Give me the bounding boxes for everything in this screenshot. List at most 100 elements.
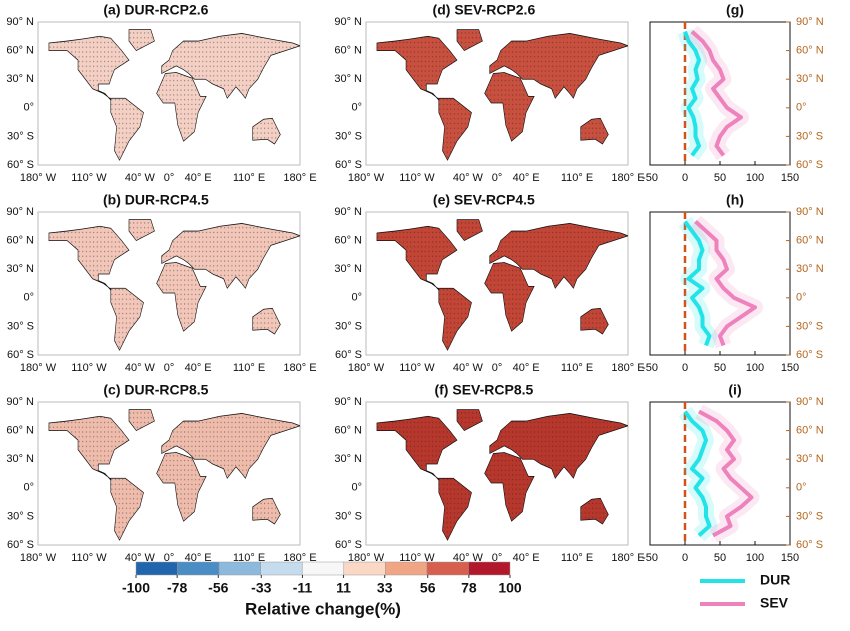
lat-tick-label: 30° N	[334, 453, 362, 465]
y-tick-label: 90° N	[796, 16, 824, 28]
profile-line	[698, 409, 754, 538]
legend-label: DUR	[760, 572, 790, 588]
lon-tick-label: 40° E	[513, 552, 540, 564]
x-tick-label: 150	[781, 552, 799, 564]
lat-tick-label: 30° N	[6, 263, 34, 275]
lat-tick-label: 0°	[351, 102, 362, 114]
map-title: (a) DUR-RCP2.6	[103, 2, 208, 18]
lon-tick-label: 40° W	[453, 172, 484, 184]
lat-tick-label: 60° S	[7, 539, 34, 551]
lat-tick-label: 60° N	[6, 45, 34, 57]
lon-tick-label: 40° E	[185, 172, 212, 184]
x-tick-label: 50	[714, 362, 726, 374]
colorbar-label: -11	[293, 580, 313, 596]
lon-tick-label: 110° W	[71, 362, 107, 374]
lat-tick-label: 0°	[23, 482, 34, 494]
x-tick-label: 50	[714, 172, 726, 184]
lat-tick-label: 60° N	[334, 45, 362, 57]
lon-tick-label: 110° W	[399, 362, 435, 374]
colorbar-box	[468, 561, 511, 576]
lon-tick-label: 0°	[164, 362, 175, 374]
lat-tick-label: 30° N	[334, 263, 362, 275]
y-tick-label: 0°	[796, 482, 807, 494]
lat-tick-label: 30° S	[7, 320, 34, 332]
profile-frame	[649, 21, 791, 166]
x-tick-label: -50	[642, 362, 658, 374]
lat-tick-label: 60° S	[335, 349, 362, 361]
lon-tick-label: 40° E	[185, 552, 212, 564]
y-tick-label: 60° N	[796, 235, 824, 247]
colorbar-label: -78	[167, 580, 187, 596]
lat-tick-label: 30° S	[7, 130, 34, 142]
lat-tick-label: 90° N	[334, 396, 362, 408]
lon-tick-label: 40° W	[453, 362, 484, 374]
colorbar-label: 56	[420, 580, 436, 596]
lon-tick-label: 40° E	[513, 362, 540, 374]
lat-tick-label: 30° S	[335, 510, 362, 522]
colorbar-box	[177, 561, 220, 576]
lat-tick-label: 60° S	[7, 349, 34, 361]
lat-tick-label: 60° S	[335, 539, 362, 551]
lat-tick-label: 30° N	[6, 73, 34, 85]
y-tick-label: 90° N	[796, 396, 824, 408]
y-tick-label: 60° S	[796, 349, 823, 361]
lon-tick-label: 180° W	[20, 172, 57, 184]
lat-tick-label: 90° N	[6, 206, 34, 218]
profile-line	[683, 30, 701, 157]
lon-tick-label: 180° W	[20, 362, 57, 374]
colorbar-label: 100	[498, 580, 522, 596]
profile-title: (h)	[726, 192, 744, 208]
colorbar-box	[301, 561, 345, 576]
lat-tick-label: 90° N	[334, 206, 362, 218]
lat-tick-label: 60° S	[7, 159, 34, 171]
lon-tick-label: 40° W	[453, 552, 484, 564]
x-tick-label: 150	[781, 362, 799, 374]
lat-tick-label: 30° N	[334, 73, 362, 85]
x-tick-label: 0	[682, 552, 688, 564]
y-tick-label: 60° S	[796, 159, 823, 171]
colorbar-box	[385, 561, 428, 576]
lon-tick-label: 180° W	[348, 552, 385, 564]
lon-tick-label: 40° W	[125, 362, 156, 374]
x-tick-label: 0	[682, 172, 688, 184]
lon-tick-label: 180° E	[611, 362, 644, 374]
y-tick-label: 30° S	[796, 320, 823, 332]
lat-tick-label: 0°	[351, 482, 362, 494]
lon-tick-label: 0°	[164, 172, 175, 184]
x-tick-label: 100	[746, 362, 764, 374]
lon-tick-label: 180° E	[283, 362, 316, 374]
colorbar-box	[260, 561, 303, 576]
y-tick-label: 30° S	[796, 130, 823, 142]
lon-tick-label: 40° W	[125, 172, 156, 184]
y-tick-label: 30° N	[796, 73, 824, 85]
lon-tick-label: 180° E	[283, 552, 316, 564]
lon-tick-label: 110° W	[71, 172, 107, 184]
lon-tick-label: 110° E	[561, 552, 593, 564]
lat-tick-label: 90° N	[6, 16, 34, 28]
lon-tick-label: 180° E	[611, 172, 644, 184]
lat-tick-label: 0°	[23, 292, 34, 304]
profile-line	[694, 220, 757, 347]
y-tick-label: 60° N	[796, 45, 824, 57]
lat-tick-label: 90° N	[6, 396, 34, 408]
lat-tick-label: 60° N	[6, 425, 34, 437]
x-tick-label: -50	[642, 172, 658, 184]
lat-tick-label: 0°	[351, 292, 362, 304]
profile-title: (g)	[726, 2, 744, 18]
y-tick-label: 60° S	[796, 539, 823, 551]
x-tick-label: 100	[746, 172, 764, 184]
lon-tick-label: 110° E	[233, 552, 265, 564]
y-tick-label: 0°	[796, 102, 807, 114]
lon-tick-label: 110° W	[399, 172, 435, 184]
profile-title: (i)	[728, 382, 741, 398]
y-tick-label: 30° N	[796, 453, 824, 465]
x-tick-label: 0	[682, 362, 688, 374]
map-title: (e) SEV-RCP4.5	[433, 192, 535, 208]
y-tick-label: 30° S	[796, 510, 823, 522]
colorbar-box	[343, 561, 386, 576]
colorbar-box	[218, 561, 261, 576]
lon-tick-label: 110° E	[561, 362, 593, 374]
colorbar-label: 33	[377, 580, 393, 596]
map-title: (c) DUR-RCP8.5	[103, 382, 208, 398]
